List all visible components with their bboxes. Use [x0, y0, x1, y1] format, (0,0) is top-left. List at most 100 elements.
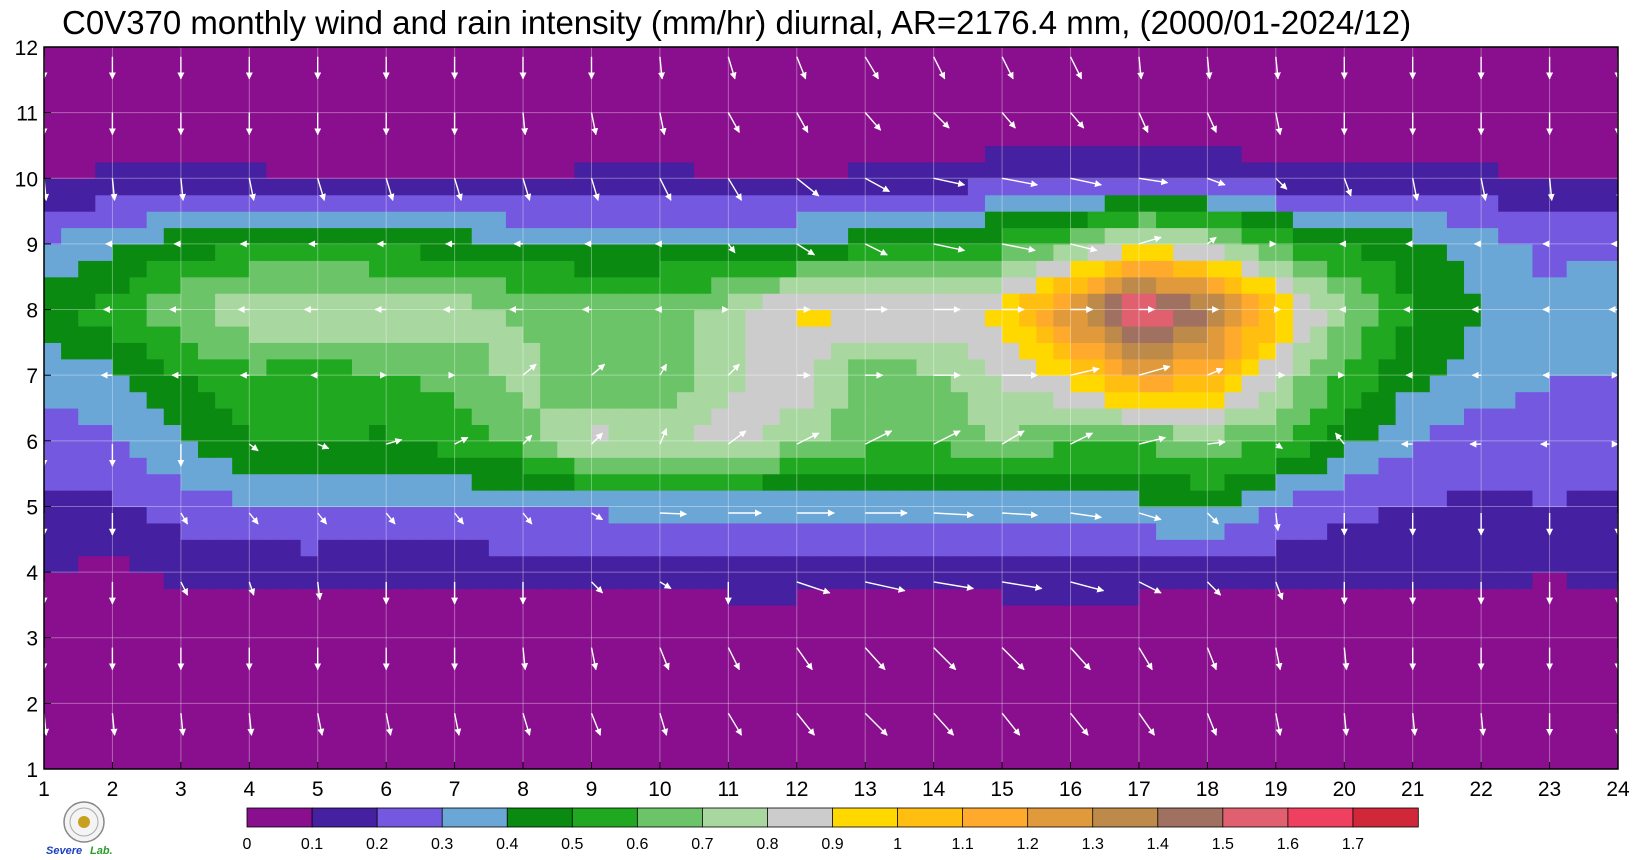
heatmap-cell — [505, 194, 524, 212]
heatmap-cell — [1104, 161, 1123, 179]
heatmap-cell — [540, 79, 558, 97]
heatmap-cell — [950, 440, 969, 458]
heatmap-cell — [950, 490, 969, 508]
heatmap-cell — [967, 522, 986, 540]
heatmap-cell — [266, 555, 285, 573]
heatmap-cell — [1515, 358, 1534, 376]
heatmap-cell — [1429, 637, 1448, 655]
heatmap-cell — [351, 736, 370, 754]
heatmap-cell — [711, 293, 729, 311]
heatmap-cell — [984, 572, 1003, 590]
heatmap-cell — [1241, 260, 1260, 278]
heatmap-cell — [163, 260, 182, 278]
heatmap-cell — [197, 63, 216, 81]
heatmap-cell — [283, 752, 302, 769]
heatmap-cell — [1600, 719, 1618, 737]
heatmap-cell — [1087, 178, 1106, 196]
heatmap-cell — [694, 375, 712, 393]
heatmap-cell — [916, 703, 935, 721]
heatmap-cell — [865, 293, 883, 311]
heatmap-cell — [1498, 637, 1516, 655]
heatmap-cell — [180, 555, 199, 573]
wind-arrow — [178, 178, 186, 201]
heatmap-cell — [78, 736, 96, 754]
heatmap-cell — [1224, 588, 1243, 606]
heatmap-cell — [1532, 63, 1551, 81]
heatmap-cell — [351, 129, 370, 147]
heatmap-cell — [591, 325, 610, 343]
heatmap-cell — [1002, 342, 1020, 360]
heatmap-cell — [865, 490, 883, 508]
heatmap-cell — [386, 47, 404, 65]
heatmap-cell — [300, 654, 319, 672]
heatmap-cell — [745, 654, 764, 672]
heatmap-cell — [61, 621, 79, 639]
heatmap-cell — [420, 375, 439, 393]
heatmap-cell — [1464, 522, 1482, 540]
heatmap-cell — [1395, 325, 1414, 343]
heatmap-cell — [848, 604, 866, 622]
heatmap-cell — [899, 293, 918, 311]
heatmap-cell — [78, 555, 96, 573]
heatmap-cell — [1138, 145, 1157, 163]
heatmap-cell — [1549, 522, 1568, 540]
heatmap-cell — [899, 227, 918, 245]
heatmap-cell — [386, 96, 404, 114]
heatmap-cell — [1053, 522, 1072, 540]
heatmap-cell — [266, 375, 285, 393]
heatmap-cell — [1361, 375, 1380, 393]
heatmap-cell — [728, 637, 747, 655]
heatmap-cell — [728, 670, 747, 688]
heatmap-cell — [1036, 654, 1055, 672]
heatmap-cell — [796, 47, 815, 65]
heatmap-cell — [163, 243, 182, 261]
heatmap-cell — [557, 276, 575, 294]
heatmap-cell — [882, 719, 901, 737]
heatmap-cell — [334, 621, 353, 639]
heatmap-cell — [1087, 145, 1106, 163]
heatmap-cell — [831, 654, 849, 672]
heatmap-cell — [762, 211, 781, 229]
heatmap-cell — [505, 63, 524, 81]
heatmap-cell — [659, 490, 678, 508]
heatmap-cell — [984, 145, 1003, 163]
heatmap-cell — [1019, 555, 1037, 573]
heatmap-cell — [608, 47, 627, 65]
heatmap-cell — [61, 408, 79, 426]
heatmap-cell — [677, 309, 695, 327]
heatmap-cell — [215, 129, 233, 147]
heatmap-cell — [1310, 555, 1328, 573]
heatmap-cell — [351, 325, 370, 343]
heatmap-cell — [403, 670, 421, 688]
heatmap-cell — [1515, 506, 1534, 524]
heatmap-cell — [163, 47, 182, 65]
heatmap-cell — [831, 522, 849, 540]
heatmap-cell — [1361, 276, 1380, 294]
heatmap-cell — [44, 572, 62, 590]
heatmap-cell — [1566, 506, 1585, 524]
heatmap-cell — [266, 686, 285, 704]
heatmap-cell — [1429, 211, 1448, 229]
heatmap-cell — [197, 293, 216, 311]
heatmap-cell — [557, 440, 575, 458]
heatmap-cell — [711, 654, 729, 672]
heatmap-cell — [694, 424, 712, 442]
heatmap-cell — [967, 96, 986, 114]
heatmap-cell — [1532, 588, 1551, 606]
heatmap-cell — [403, 457, 421, 475]
heatmap-cell — [574, 47, 593, 65]
heatmap-cell — [677, 293, 695, 311]
heatmap-cell — [1515, 260, 1534, 278]
heatmap-cell — [334, 752, 353, 769]
heatmap-cell — [1053, 670, 1072, 688]
heatmap-cell — [1275, 391, 1294, 409]
heatmap-cell — [215, 47, 233, 65]
heatmap-cell — [813, 63, 832, 81]
heatmap-cell — [1481, 391, 1499, 409]
heatmap-cell — [933, 670, 952, 688]
wind-arrow — [796, 432, 820, 445]
heatmap-cell — [1173, 293, 1191, 311]
heatmap-cell — [574, 473, 593, 491]
heatmap-cell — [1412, 752, 1431, 769]
heatmap-cell — [215, 178, 233, 196]
